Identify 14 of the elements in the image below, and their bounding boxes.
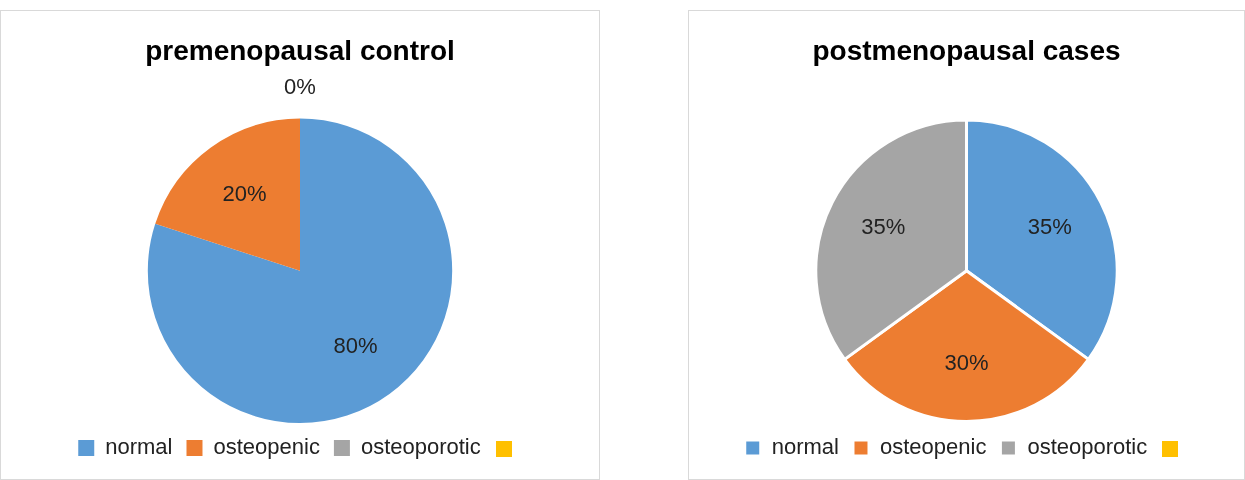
text: 0% xyxy=(284,74,316,100)
legend-label: osteoporotic xyxy=(360,434,481,460)
chart-title: postmenopausal cases xyxy=(812,34,1121,66)
legend-label: normal xyxy=(771,434,839,460)
legend-label: osteopenic xyxy=(879,434,987,460)
data-label: 80% xyxy=(333,333,378,359)
data-label: 30% xyxy=(944,350,989,376)
data-label: 20% xyxy=(222,180,267,206)
legend-label: osteopenic xyxy=(213,434,320,460)
legend-label: osteoporotic xyxy=(1027,434,1148,460)
legend-label: normal xyxy=(105,434,173,460)
chart-title: premenopausal control xyxy=(145,34,455,66)
data-label: 35% xyxy=(1027,214,1072,240)
data-label: 35% xyxy=(861,214,906,240)
